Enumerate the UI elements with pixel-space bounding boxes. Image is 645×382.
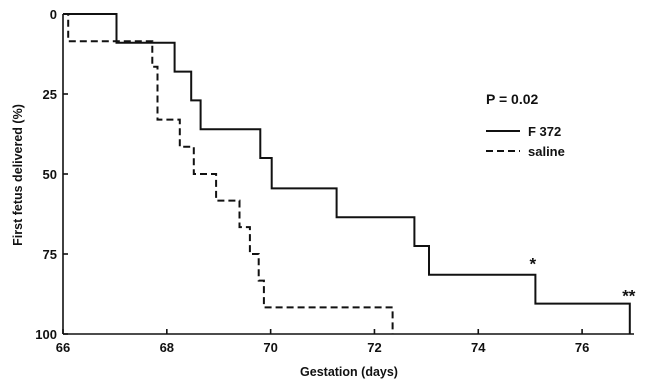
axes — [62, 14, 634, 335]
x-tick-label: 66 — [56, 340, 70, 355]
x-tick-label: 70 — [263, 340, 277, 355]
series-line-f-372 — [63, 13, 631, 334]
y-tick-label: 0 — [50, 7, 57, 22]
x-tick-label: 68 — [160, 340, 174, 355]
x-axis-label: Gestation (days) — [300, 365, 398, 379]
significance-marker: ** — [622, 287, 636, 306]
y-tick-label: 100 — [35, 327, 57, 342]
legend: F 372 saline — [486, 124, 565, 159]
series-line-saline — [63, 13, 394, 334]
significance-marker: * — [529, 255, 536, 274]
y-tick-label: 25 — [43, 87, 57, 102]
p-value-text: P = 0.02 — [486, 91, 539, 107]
y-tick-label: 75 — [43, 247, 57, 262]
legend-label-f372: F 372 — [528, 124, 561, 139]
legend-label-saline: saline — [528, 144, 565, 159]
series-layer — [63, 13, 631, 334]
y-axis-label: First fetus delivered (%) — [11, 104, 25, 246]
x-tick-label: 74 — [471, 340, 486, 355]
annotations: *** — [529, 255, 635, 306]
x-tick-label: 76 — [575, 340, 589, 355]
x-tick-label: 72 — [367, 340, 381, 355]
y-tick-label: 50 — [43, 167, 57, 182]
